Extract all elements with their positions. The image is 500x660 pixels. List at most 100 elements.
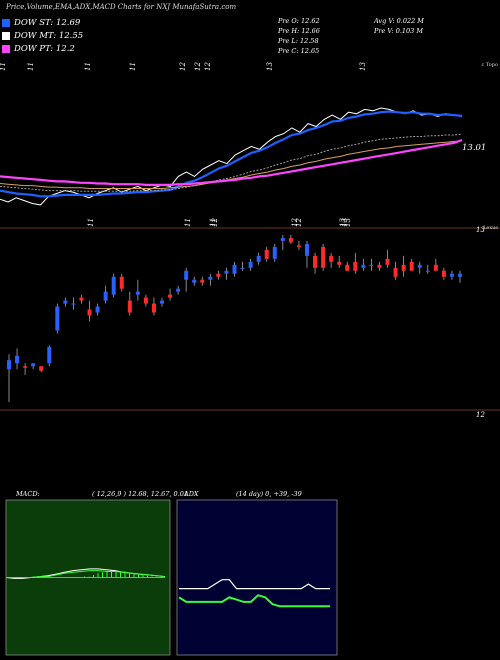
candle-body <box>345 264 350 271</box>
macd-histogram-bar <box>124 571 126 578</box>
candle-body <box>23 366 28 368</box>
macd-histogram-bar <box>115 570 117 578</box>
candle-body <box>127 300 132 313</box>
ema-series-line-1 <box>0 110 463 198</box>
legend-dow-mt: DOW MT: 12.55 <box>2 31 83 41</box>
ema-x-tick-label: 12 <box>194 62 202 71</box>
price-x-tick-label: 12 <box>291 218 299 227</box>
candle-body <box>71 303 76 305</box>
adx-label: ADX <box>184 490 199 498</box>
candle-body <box>160 300 165 304</box>
adx-params: (14 day) 0, +39, -39 <box>236 490 302 498</box>
candle-body <box>63 300 68 304</box>
candle-body <box>224 270 229 274</box>
candle-body <box>200 279 205 283</box>
ema-x-tick-label: 11 <box>0 62 7 71</box>
candle-body <box>168 294 173 298</box>
candle-body <box>248 261 253 268</box>
candle-body <box>176 288 181 292</box>
candle-body <box>39 366 44 371</box>
macd-histogram-bar <box>120 571 121 578</box>
price-x-tick-label: 13 <box>341 218 349 227</box>
macd-panel <box>5 568 166 579</box>
candle-body <box>321 246 326 268</box>
price-y-tick-label: 12 <box>476 411 485 419</box>
candle-body <box>184 270 189 280</box>
legend-swatch-magenta <box>2 45 10 53</box>
candle-body <box>369 264 374 266</box>
candle-body <box>393 267 398 277</box>
candle-body <box>216 273 221 277</box>
candle-body <box>7 360 11 370</box>
ema-x-tick-label: 11 <box>129 62 137 71</box>
legend-swatch-white <box>2 32 10 40</box>
page-title: Price,Volume,EMA,ADX,MACD Charts for NXJ… <box>6 3 237 11</box>
candle-body <box>329 255 334 262</box>
prev-volume: Pre V: 0.103 M <box>374 27 424 35</box>
candle-body <box>95 306 100 313</box>
macd-series-line-1 <box>6 570 166 578</box>
macd-histogram-bar <box>97 573 99 578</box>
macd-histogram-bar <box>102 572 103 578</box>
candle-body <box>240 267 245 269</box>
candle-body <box>272 246 277 259</box>
candle-body <box>425 270 430 272</box>
ema-x-tick-label: 13 <box>266 62 274 71</box>
candle-body <box>47 346 52 364</box>
candle-body <box>296 245 301 247</box>
candle-body <box>288 237 293 243</box>
price-x-tick-label: 11 <box>87 218 95 227</box>
macd-histogram-bar <box>129 572 130 578</box>
price-y-tick-label: 13 <box>476 226 485 234</box>
price-x-tick-label: 11 <box>209 218 217 227</box>
ema-x-tick-label: 12 <box>179 62 187 71</box>
macd-histogram-bar <box>133 573 135 578</box>
candle-body <box>353 261 358 271</box>
candle-body <box>143 297 148 304</box>
candle-body <box>135 291 140 295</box>
adx-series-line-1 <box>178 594 330 608</box>
candle-body <box>79 297 84 301</box>
candle-body <box>192 279 197 283</box>
candle-body <box>449 273 454 277</box>
legend-label-st: DOW ST: 12.69 <box>14 18 81 28</box>
candle-body <box>256 255 261 262</box>
candle-body <box>361 264 366 268</box>
price-x-tick-label: 12 <box>295 218 303 227</box>
candle-body <box>385 258 390 265</box>
ema-corner-label: c Topo <box>481 62 498 68</box>
legend-label-mt: DOW MT: 12.55 <box>14 31 84 41</box>
price-x-tick-label: 11 <box>184 218 192 227</box>
legend-dow-pt: DOW PT: 12.2 <box>2 44 75 54</box>
ema-x-tick-label: 11 <box>84 62 92 71</box>
candle-body <box>31 363 36 367</box>
candle-body <box>264 249 269 259</box>
macd-label: MACD: <box>16 490 40 498</box>
prev-high: Pre H: 12.66 <box>278 27 320 35</box>
candle-body <box>458 273 462 277</box>
ema-series-line-4 <box>0 138 463 186</box>
ema-series-line-2 <box>0 133 463 192</box>
candle-body <box>409 261 414 271</box>
candle-body <box>232 264 237 274</box>
ema-x-tick-label: 13 <box>359 62 367 71</box>
candle-body <box>208 276 213 280</box>
legend-dow-st: DOW ST: 12.69 <box>2 18 80 28</box>
ema-x-tick-label: 12 <box>204 62 212 71</box>
candle-body <box>280 237 285 241</box>
avg-volume: Avg V: 0.022 M <box>374 17 424 25</box>
candle-body <box>111 276 116 295</box>
price-x-tick-label: 13 <box>344 218 352 227</box>
price-x-tick-label: 13 <box>339 218 347 227</box>
ema-last-value-label: 13.01 <box>462 143 486 153</box>
price-x-tick-label: 12 <box>211 218 219 227</box>
candle-body <box>417 264 422 268</box>
adx-series-line-0 <box>179 579 330 590</box>
candle-body <box>15 355 20 364</box>
candle-body <box>87 309 92 316</box>
candle-body <box>401 264 406 271</box>
macd-histogram-bar <box>84 576 85 578</box>
prev-open: Pre O: 12.62 <box>278 17 320 25</box>
